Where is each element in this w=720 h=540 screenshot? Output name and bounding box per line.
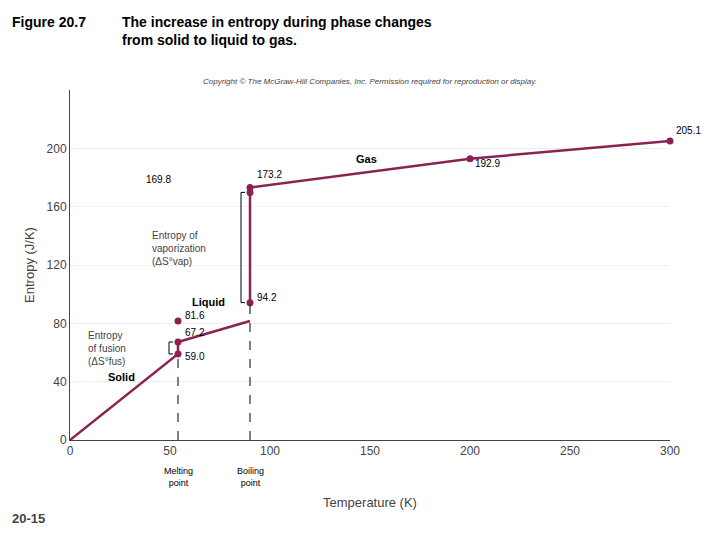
svg-text:Entropy (J/K): Entropy (J/K) — [22, 227, 37, 303]
svg-text:0: 0 — [67, 444, 74, 458]
svg-text:Liquid: Liquid — [192, 296, 225, 308]
svg-text:20-15: 20-15 — [12, 511, 45, 526]
svg-text:50: 50 — [163, 444, 177, 458]
svg-text:94.2: 94.2 — [257, 292, 277, 303]
svg-text:67.2: 67.2 — [185, 327, 205, 338]
svg-text:81.6: 81.6 — [185, 310, 205, 321]
svg-text:Gas: Gas — [356, 153, 377, 165]
svg-text:192.9: 192.9 — [475, 158, 500, 169]
svg-text:80: 80 — [53, 317, 67, 331]
svg-text:Figure 20.7: Figure 20.7 — [12, 14, 86, 30]
svg-text:160: 160 — [47, 200, 67, 214]
svg-text:The increase in entropy during: The increase in entropy during phase cha… — [122, 14, 432, 48]
svg-text:100: 100 — [260, 444, 280, 458]
svg-text:300: 300 — [660, 444, 680, 458]
svg-text:59.0: 59.0 — [185, 351, 205, 362]
svg-text:169.8: 169.8 — [146, 174, 171, 185]
svg-text:Meltingpoint: Meltingpoint — [164, 466, 193, 488]
svg-text:Copyright © The McGraw-Hill Co: Copyright © The McGraw-Hill Companies, I… — [203, 77, 537, 86]
svg-text:120: 120 — [47, 258, 67, 272]
svg-text:200: 200 — [460, 444, 480, 458]
svg-text:200: 200 — [47, 142, 67, 156]
svg-text:Solid: Solid — [108, 371, 135, 383]
svg-text:205.1: 205.1 — [676, 125, 701, 136]
svg-text:Boilingpoint: Boilingpoint — [237, 466, 264, 488]
svg-text:0: 0 — [60, 433, 67, 447]
svg-text:Entropy ofvaporization(ΔS°vap): Entropy ofvaporization(ΔS°vap) — [152, 230, 206, 267]
svg-text:Temperature (K): Temperature (K) — [323, 495, 417, 510]
svg-text:Entropyof fusion(ΔS°fus): Entropyof fusion(ΔS°fus) — [88, 330, 126, 367]
svg-text:173.2: 173.2 — [257, 169, 282, 180]
svg-text:150: 150 — [360, 444, 380, 458]
svg-text:250: 250 — [560, 444, 580, 458]
svg-text:40: 40 — [53, 375, 67, 389]
